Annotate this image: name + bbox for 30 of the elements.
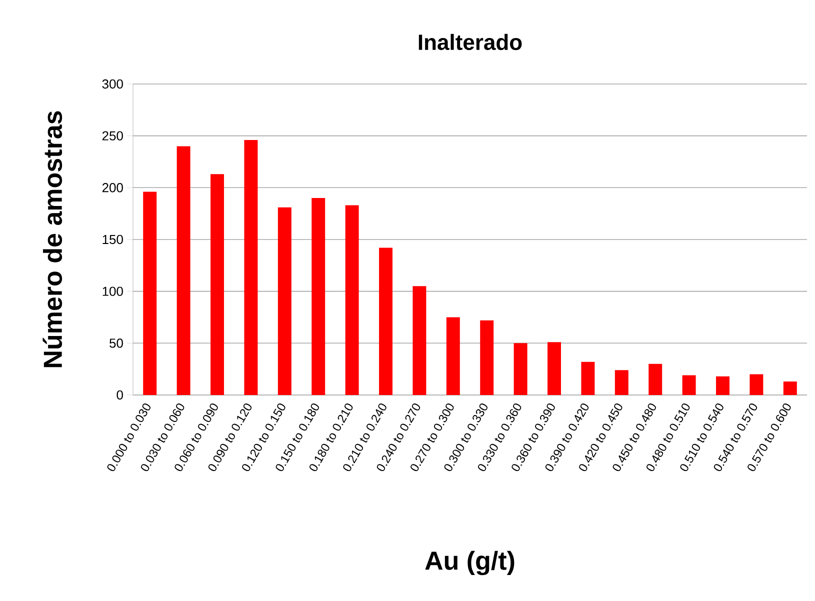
- y-tick-label: 0: [116, 390, 123, 400]
- bar: [783, 382, 797, 395]
- y-tick-label: 100: [102, 286, 123, 296]
- y-tick-label: 150: [102, 234, 123, 244]
- bar: [446, 317, 460, 395]
- bar: [581, 362, 595, 395]
- bar: [682, 375, 696, 395]
- y-tick-label: 50: [110, 338, 123, 348]
- bar: [514, 343, 528, 395]
- y-tick-label: 200: [102, 183, 123, 192]
- bar: [345, 205, 359, 395]
- bar: [480, 320, 494, 395]
- bar: [648, 364, 662, 395]
- chart-title: Inalterado: [418, 34, 522, 50]
- bar: [176, 146, 190, 395]
- y-axis-title: Número de amostras: [42, 111, 62, 368]
- bar: [210, 174, 224, 395]
- y-tick-label: 300: [102, 79, 123, 89]
- bar: [614, 370, 628, 395]
- x-axis-title: Au (g/t): [425, 550, 514, 576]
- bar: [412, 286, 426, 395]
- bar: [750, 374, 764, 395]
- bar: [312, 198, 326, 395]
- bar: [379, 248, 392, 395]
- bar: [278, 207, 292, 395]
- bar: [244, 140, 258, 395]
- bar: [716, 376, 730, 395]
- y-tick-label: 250: [102, 131, 123, 140]
- bar: [548, 342, 561, 395]
- bar: [143, 192, 157, 395]
